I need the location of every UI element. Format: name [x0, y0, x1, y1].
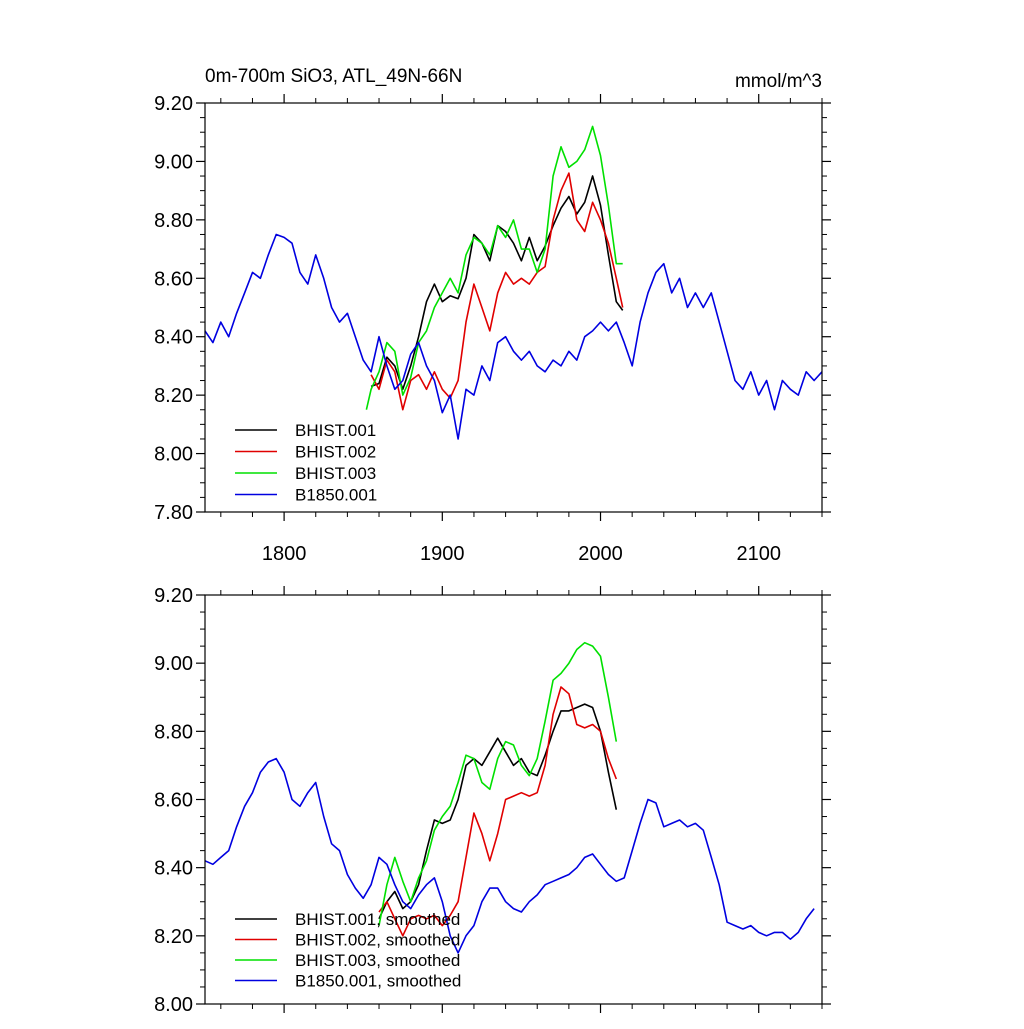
series-line-bhist-003-smoothed	[378, 641, 618, 926]
x-tick-label: 2000	[578, 543, 623, 565]
y-tick-label: 8.80	[154, 210, 193, 232]
chart-panel-2: 8.00 8.20 8.40 8.60 8.80 9.00 9.20 BHIST.001, s…	[154, 585, 831, 1016]
chart-panel-1: 7.80 8.00 8.20 8.40 8.60 8.80 9.00 9.20 1800 1900…	[154, 93, 831, 565]
legend-label-bhist-001: BHIST.001	[295, 421, 376, 440]
y-tick-label: 9.00	[154, 151, 193, 173]
y-tick-label: 7.80	[154, 502, 193, 524]
x-tick-label: 1800	[262, 543, 307, 565]
x-tick-label: 1900	[420, 543, 465, 565]
legend-label-bhist-002-smoothed: BHIST.002, smoothed	[295, 931, 460, 950]
y-tick-label: 8.60	[154, 268, 193, 290]
series-line-bhist-001	[370, 175, 624, 391]
series-line-b1850-001-smoothed	[204, 757, 815, 954]
top-chart-units: mmol/m^3	[735, 71, 822, 92]
legend-label-bhist-001-smoothed: BHIST.001, smoothed	[295, 910, 460, 929]
y-tick-label: 8.40	[154, 327, 193, 349]
top-chart: 0m-700m SiO3, ATL_49N-66N mmol/m^3	[205, 66, 822, 92]
y-tick-label: 9.20	[154, 585, 193, 607]
y-tick-label: 8.20	[154, 926, 193, 948]
y-tick-label: 8.40	[154, 858, 193, 880]
x-tick-label: 2100	[736, 543, 781, 565]
y-tick-label: 8.00	[154, 444, 193, 466]
legend-label-bhist-003-smoothed: BHIST.003, smoothed	[295, 951, 460, 970]
series-line-bhist-002	[370, 172, 624, 411]
legend-label-b1850-001: B1850.001	[295, 486, 377, 505]
y-tick-label: 8.20	[154, 385, 193, 407]
y-tick-label: 9.00	[154, 653, 193, 675]
y-tick-label: 8.80	[154, 721, 193, 743]
y-tick-label: 8.60	[154, 790, 193, 812]
series-line-bhist-001-smoothed	[378, 703, 618, 920]
series-line-b1850-001	[204, 233, 823, 440]
y-tick-label: 8.00	[154, 994, 193, 1016]
legend-label-bhist-002: BHIST.002	[295, 443, 376, 462]
y-tick-label: 9.20	[154, 93, 193, 115]
legend-label-b1850-001-smoothed: B1850.001, smoothed	[295, 972, 461, 991]
legend-label-bhist-003: BHIST.003	[295, 464, 376, 483]
series-line-bhist-003	[365, 125, 623, 410]
series-line-bhist-002-smoothed	[378, 686, 618, 937]
top-chart-title: 0m-700m SiO3, ATL_49N-66N	[205, 66, 462, 87]
